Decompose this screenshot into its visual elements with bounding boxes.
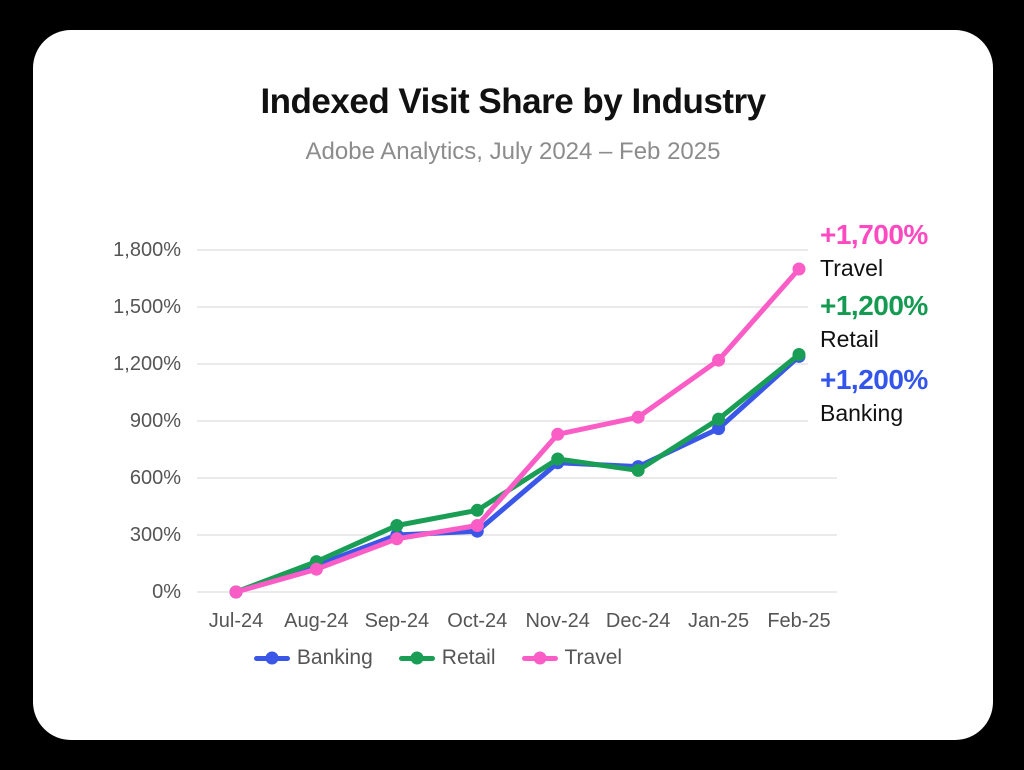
legend-item-banking: Banking [253, 646, 373, 670]
x-tick-label: Nov-24 [525, 610, 590, 632]
x-tick-label: Sep-24 [364, 610, 430, 632]
data-point-travel [792, 262, 806, 276]
legend-dot-icon [533, 651, 546, 665]
chart-legend: Banking Retail Travel [33, 646, 843, 670]
chart-subtitle: Adobe Analytics, July 2024 – Feb 2025 [305, 138, 721, 165]
legend-label: Banking [296, 646, 373, 669]
annotation-banking: +1,200% Banking [820, 365, 990, 427]
legend-marker-icon [521, 651, 558, 665]
legend-item-retail: Retail [398, 646, 496, 670]
y-tick-label: 900% [129, 410, 181, 432]
data-point-travel [229, 585, 243, 599]
data-point-retail [390, 519, 404, 532]
annotation-travel: +1,700% Travel [820, 220, 990, 282]
y-tick-label: 1,200% [113, 353, 181, 375]
y-tick-label: 300% [129, 524, 181, 546]
data-point-travel [390, 532, 404, 546]
y-tick-label: 1,500% [113, 296, 181, 318]
series-line-retail [233, 352, 802, 595]
series-line-banking [233, 353, 802, 595]
annotation-label: Banking [820, 400, 904, 426]
annotation-value: +1,200% [820, 290, 928, 321]
legend-item-travel: Travel [521, 646, 623, 670]
data-point-retail [551, 452, 565, 466]
data-point-retail [712, 412, 726, 426]
legend-dot-icon [410, 651, 424, 665]
data-point-retail [470, 503, 484, 517]
chart-card: Indexed Visit Share by Industry Adobe An… [33, 30, 993, 740]
annotation-label: Retail [820, 326, 879, 352]
line-chart: 0% 300% 600% 900% 1,200% 1,500% 1,800% Jul-24 A… [33, 30, 993, 740]
legend-dot-icon [265, 651, 279, 665]
x-tick-label: Jul-24 [208, 610, 264, 632]
y-tick-label: 600% [129, 467, 181, 489]
data-point-banking [712, 422, 726, 436]
data-point-travel [631, 410, 645, 424]
data-point-travel [470, 519, 484, 532]
data-point-retail [631, 463, 645, 477]
y-tick-label: 0% [152, 581, 181, 603]
annotation-value: +1,700% [820, 219, 928, 250]
x-tick-label: Dec-24 [605, 610, 671, 632]
legend-marker-icon [398, 651, 435, 665]
chart-title: Indexed Visit Share by Industry [260, 82, 766, 121]
data-point-travel [309, 562, 323, 576]
data-point-retail [792, 348, 806, 361]
x-tick-label: Jan-25 [687, 610, 750, 632]
data-point-travel [551, 427, 565, 441]
y-tick-label: 1,800% [113, 239, 181, 261]
x-tick-label: Oct-24 [447, 610, 508, 632]
legend-label: Retail [441, 646, 496, 669]
legend-marker-icon [253, 651, 290, 665]
data-point-travel [712, 353, 726, 367]
x-tick-label: Feb-25 [767, 610, 831, 632]
annotation-retail: +1,200% Retail [820, 291, 990, 353]
chart-canvas [197, 249, 837, 599]
legend-label: Travel [564, 646, 623, 669]
series-line-travel [233, 266, 802, 595]
annotation-label: Travel [820, 255, 884, 281]
annotation-value: +1,200% [820, 364, 928, 395]
x-tick-label: Aug-24 [284, 610, 349, 632]
